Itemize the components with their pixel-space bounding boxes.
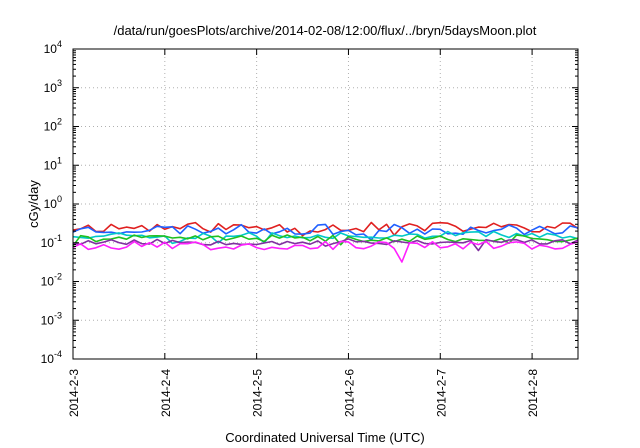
y-tick-label: 101	[44, 155, 62, 172]
y-tick-label: 102	[44, 117, 62, 134]
y-tick-label: 10-1	[41, 233, 62, 250]
series-group	[72, 221, 579, 263]
series-line-3	[72, 230, 579, 245]
y-tick-label: 104	[44, 39, 62, 56]
x-tick-label: 2014-2-3	[67, 369, 81, 417]
series-line-2	[72, 223, 578, 241]
series-line-5	[72, 238, 579, 252]
x-tick-label: 2014-2-5	[251, 369, 265, 417]
x-tick-label: 2014-2-4	[159, 369, 173, 417]
x-axis-label: Coordinated Universal Time (UTC)	[225, 430, 424, 445]
y-tick-label: 10-3	[41, 310, 62, 327]
chart-title: /data/run/goesPlots/archive/2014-02-08/1…	[114, 23, 537, 38]
series-line-1	[72, 221, 579, 237]
series-line-6	[72, 240, 579, 263]
y-tick-label: 10-2	[41, 272, 62, 289]
x-tick-label: 2014-2-8	[526, 369, 540, 417]
x-tick-label: 2014-2-7	[434, 369, 448, 417]
y-tick-label: 100	[44, 194, 62, 211]
y-tick-label: 103	[44, 78, 62, 95]
x-tick-label: 2014-2-6	[342, 369, 356, 417]
grid	[73, 49, 578, 359]
y-tick-label: 10-4	[41, 349, 62, 366]
ticks: 10-4 10-3 10-2 10-1 100 101 102 103 104 2014-2-3 2…	[41, 39, 578, 417]
y-axis-label: cGy/day	[26, 180, 41, 228]
